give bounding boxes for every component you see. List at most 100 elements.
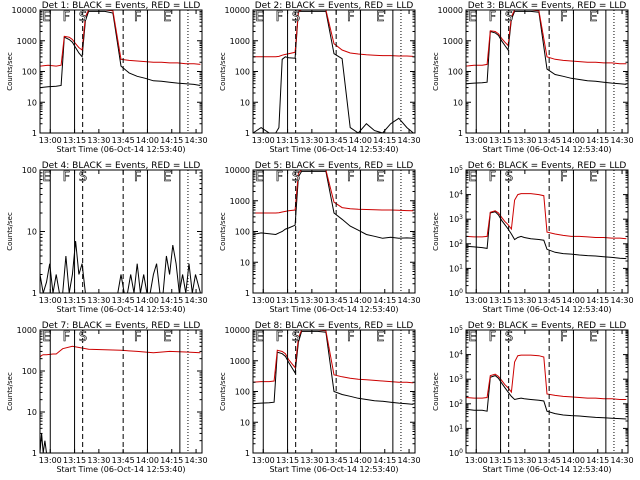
y-tick-label: 1000 (230, 37, 250, 46)
region-label: F (489, 10, 496, 25)
panel-title: Det 5: BLACK = Events, RED = LLD (255, 161, 414, 171)
region-label: E (589, 170, 597, 185)
y-tick-label: 10000 (225, 6, 250, 15)
y-tick-label: 1 (458, 129, 463, 138)
series-line-lld (466, 193, 627, 240)
region-label: E (468, 330, 476, 345)
x-axis-label: Start Time (06-Oct-14 12:53:40) (269, 145, 398, 154)
x-tick-label: 13:30 (300, 296, 323, 305)
y-tick-exponent: 2 (459, 239, 463, 246)
plot-frame (465, 329, 629, 454)
region-label: E (163, 10, 171, 25)
y-tick-label: 101 (449, 263, 463, 273)
series-group (466, 354, 627, 420)
region-label: F (560, 170, 567, 185)
x-tick-label: 13:45 (538, 456, 561, 465)
y-tick-label: 10 (240, 418, 250, 427)
y-tick-label: 100 (448, 68, 463, 77)
y-tick-label: 1 (32, 289, 37, 298)
x-tick-label: 14:15 (160, 456, 183, 465)
x-tick-label: 14:15 (586, 296, 609, 305)
x-tick-label: 13:00 (252, 456, 275, 465)
series-line-lld (466, 354, 627, 400)
region-label: F (276, 170, 283, 185)
region-label: E (42, 10, 50, 25)
y-tick-label: 100 (449, 288, 463, 298)
x-tick-label: 13:15 (489, 456, 512, 465)
y-tick-label: 10 (27, 228, 37, 237)
region-label: F (63, 170, 70, 185)
series-line-events (466, 211, 627, 260)
region-label: S (292, 330, 300, 345)
y-tick-label: 103 (449, 374, 463, 384)
panel-title: Det 4: BLACK = Events, RED = LLD (42, 161, 201, 171)
x-tick-label: 14:30 (185, 296, 208, 305)
region-label: E (42, 170, 50, 185)
y-tick-label: 10 (27, 408, 37, 417)
y-tick-label: 102 (449, 399, 463, 409)
panel-title: Det 1: BLACK = Events, RED = LLD (42, 1, 201, 11)
region-label: E (42, 330, 50, 345)
region-label: F (347, 330, 354, 345)
x-tick-label: 14:00 (349, 456, 372, 465)
series-line-events (40, 433, 201, 453)
x-tick-label: 13:15 (276, 456, 299, 465)
y-tick-label: 100 (235, 388, 250, 397)
x-tick-label: 13:45 (112, 136, 135, 145)
region-label: S (79, 170, 87, 185)
panel-title: Det 9: BLACK = Events, RED = LLD (468, 321, 627, 331)
x-tick-label: 13:45 (325, 136, 348, 145)
x-tick-label: 13:15 (63, 296, 86, 305)
x-axis-label: Start Time (06-Oct-14 12:53:40) (269, 465, 398, 474)
x-tick-label: 13:45 (538, 296, 561, 305)
y-tick-exponent: 3 (459, 214, 463, 221)
y-tick-label: 10 (453, 98, 463, 107)
y-axis-label: Counts/sec (432, 372, 440, 411)
series-group (253, 330, 414, 405)
series-line-events (253, 170, 414, 239)
x-tick-label: 14:00 (349, 136, 372, 145)
x-tick-label: 13:30 (87, 136, 110, 145)
y-tick-label: 10 (240, 98, 250, 107)
x-tick-label: 13:30 (300, 136, 323, 145)
y-tick-label: 10 (240, 258, 250, 267)
x-tick-label: 13:30 (513, 296, 536, 305)
x-tick-label: 14:15 (373, 296, 396, 305)
y-axis-label: Counts/sec (219, 52, 227, 91)
y-tick-label: 101 (449, 423, 463, 433)
region-label: E (255, 170, 263, 185)
region-label: F (134, 10, 141, 25)
y-tick-exponent: 4 (459, 350, 463, 357)
y-tick-label: 100 (235, 228, 250, 237)
y-axis-label: Counts/sec (432, 212, 440, 251)
region-label: F (560, 330, 567, 345)
y-tick-label: 104 (449, 350, 463, 360)
x-tick-label: 13:15 (276, 136, 299, 145)
region-label: E (376, 330, 384, 345)
y-axis-label: Counts/sec (6, 52, 14, 91)
series-group (40, 10, 201, 89)
plot-frame (465, 9, 629, 134)
x-tick-label: 13:15 (63, 136, 86, 145)
region-label: E (468, 170, 476, 185)
x-tick-label: 14:15 (373, 136, 396, 145)
region-label: F (347, 10, 354, 25)
series-line-events (253, 330, 414, 405)
region-label: E (589, 10, 597, 25)
y-tick-label: 10000 (12, 6, 37, 15)
y-tick-exponent: 0 (459, 288, 463, 295)
region-label: E (376, 170, 384, 185)
y-tick-exponent: 5 (459, 325, 463, 332)
x-tick-label: 14:30 (185, 456, 208, 465)
x-tick-label: 14:00 (562, 456, 585, 465)
plot-frame (39, 329, 203, 454)
y-tick-label: 1000 (443, 37, 463, 46)
y-tick-label: 100 (449, 448, 463, 458)
y-tick-exponent: 3 (459, 374, 463, 381)
